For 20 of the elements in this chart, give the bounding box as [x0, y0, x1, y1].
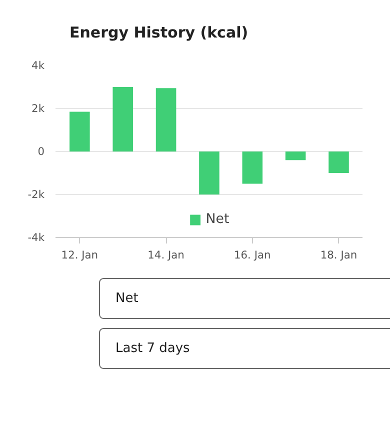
y-tick-label: 2k: [32, 102, 46, 115]
legend-label: Net: [206, 212, 230, 227]
text: Net: [116, 291, 138, 306]
bar: [112, 87, 134, 152]
x-tick-label: 14. Jan: [148, 248, 184, 262]
chart-title: Energy History (kcal): [70, 24, 248, 42]
bar: [70, 112, 90, 152]
bar: [156, 88, 176, 152]
bar: [285, 152, 306, 160]
bar: [199, 152, 220, 194]
x-tick-label: 12. Jan: [61, 248, 98, 262]
bar: [328, 152, 349, 173]
bar: [242, 152, 263, 184]
y-tick-label: 4k: [32, 59, 46, 72]
y-tick-label: -2k: [28, 188, 46, 201]
y-tick-label: -4k: [28, 231, 46, 244]
text: Last 7 days: [116, 341, 190, 356]
y-tick-label: 0: [38, 145, 45, 158]
x-tick-label: 18. Jan: [320, 248, 358, 262]
x-tick-label: 16. Jan: [234, 248, 271, 262]
